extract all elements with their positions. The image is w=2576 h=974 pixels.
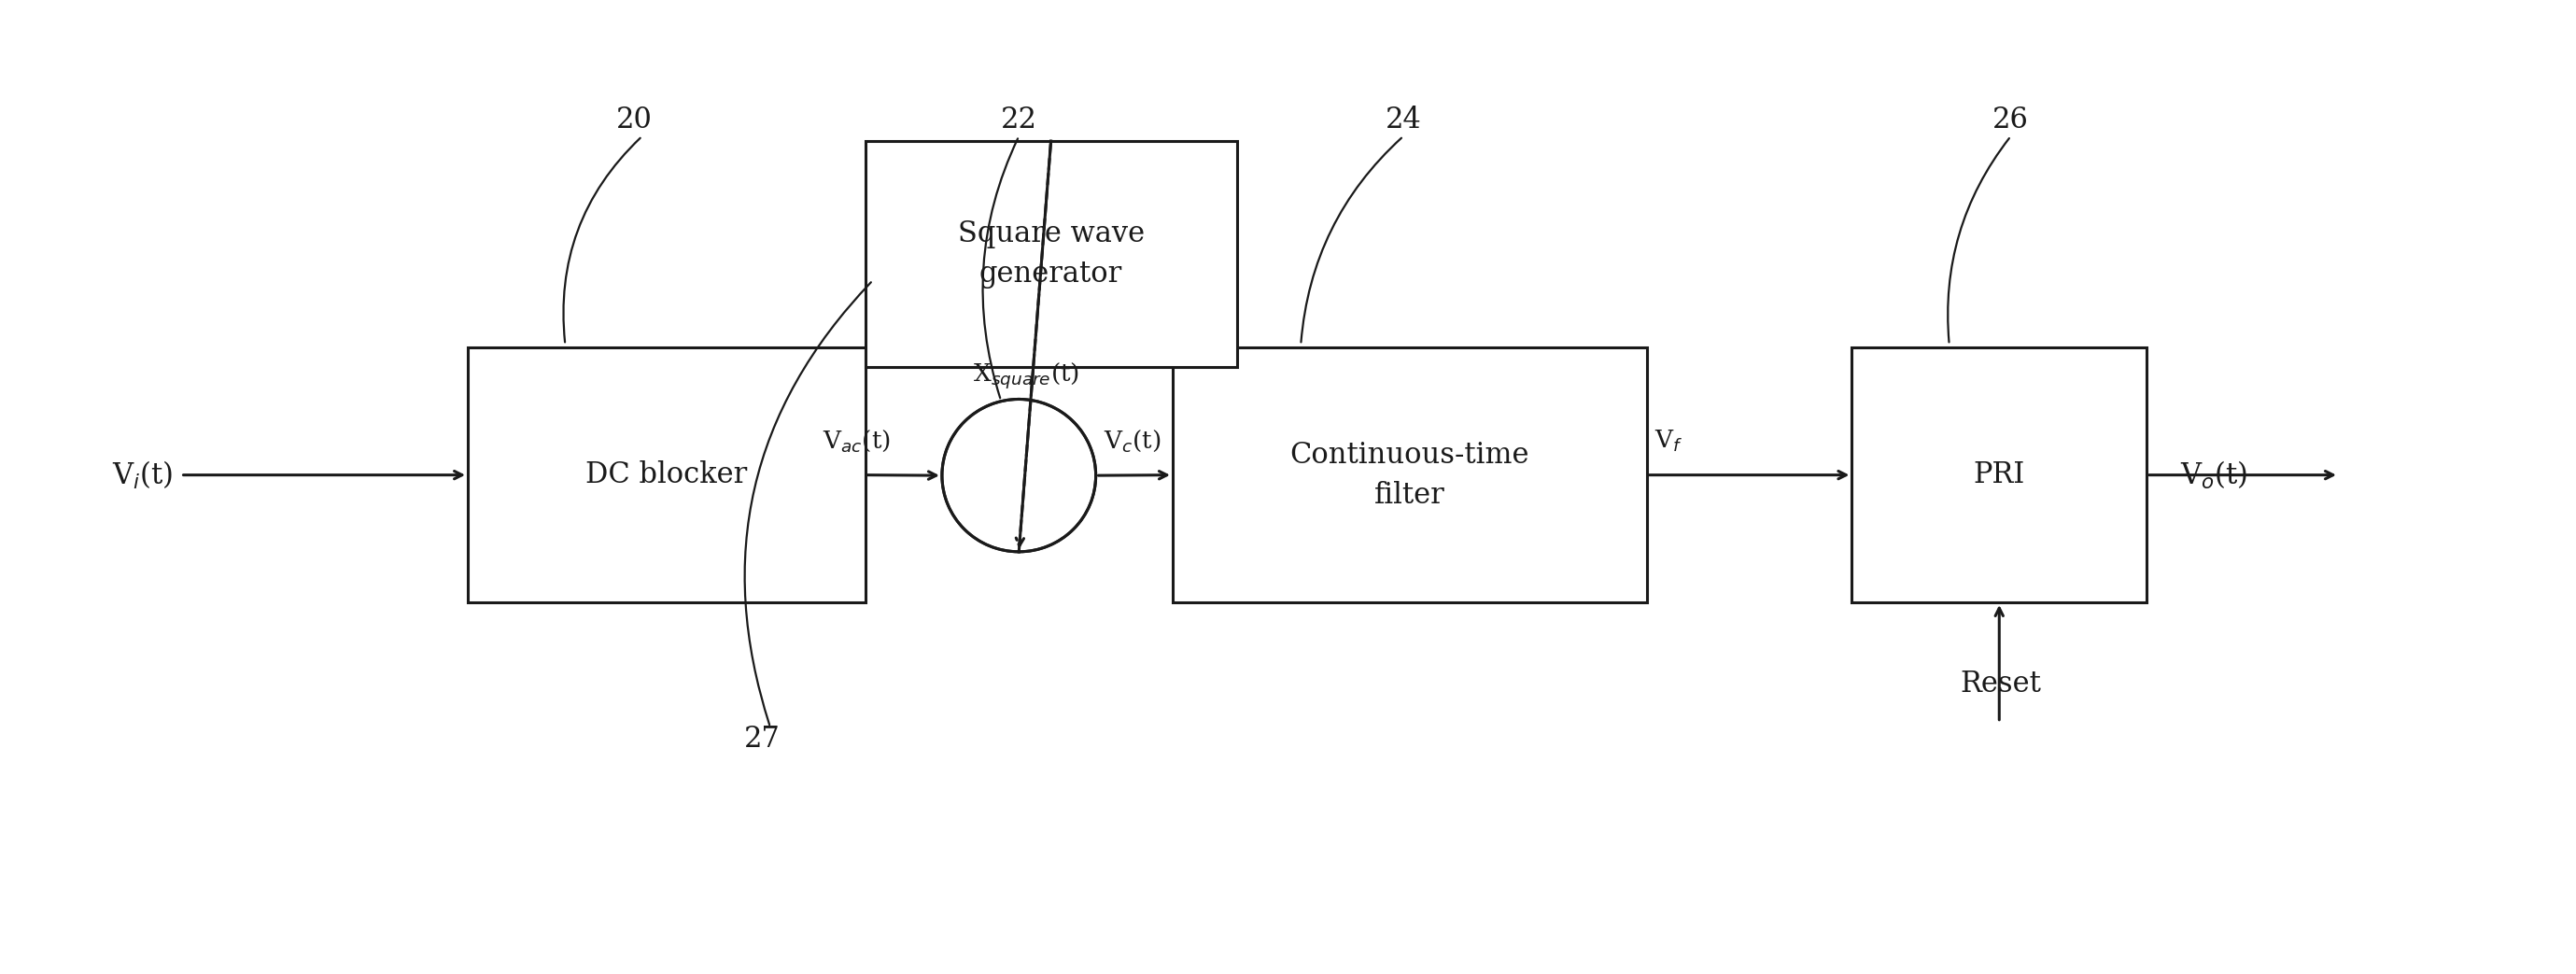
Bar [866,141,1236,367]
Text: PRI: PRI [1973,461,2025,490]
Text: Continuous-time
filter: Continuous-time filter [1291,440,1530,509]
Text: DC blocker: DC blocker [585,461,747,490]
Text: X$_{square}$(t): X$_{square}$(t) [974,361,1079,392]
Text: V$_f$: V$_f$ [1654,428,1682,454]
Text: Reset: Reset [1960,669,2040,698]
Text: 20: 20 [616,105,652,134]
Text: V$_o$(t): V$_o$(t) [2179,460,2246,492]
Text: 27: 27 [744,725,781,753]
Text: V$_i$(t): V$_i$(t) [113,460,173,492]
Text: V$_{ac}$(t): V$_{ac}$(t) [822,428,891,454]
Bar [469,348,866,602]
Text: 26: 26 [1994,105,2030,134]
Bar [1852,348,2146,602]
Bar [1172,348,1646,602]
Text: V$_c$(t): V$_c$(t) [1103,428,1162,454]
Text: Square wave
generator: Square wave generator [958,219,1144,288]
Text: 22: 22 [999,105,1038,134]
Text: 24: 24 [1386,105,1422,134]
